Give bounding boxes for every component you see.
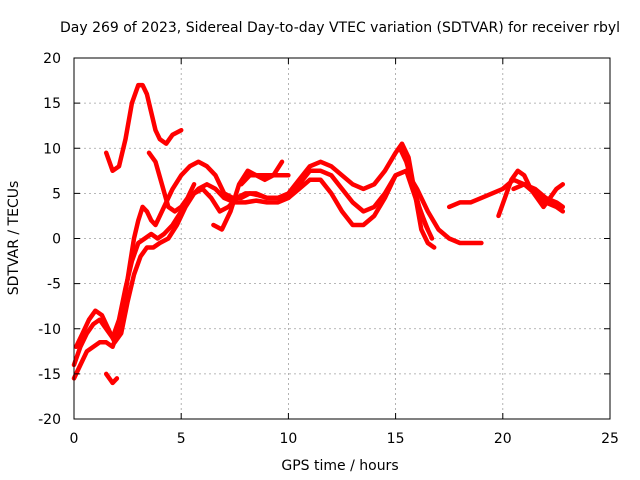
series-arc-12 — [511, 182, 566, 210]
chart-title: Day 269 of 2023, Sidereal Day-to-day VTE… — [60, 20, 620, 36]
series-arc-8 — [238, 173, 291, 187]
series-arc-5 — [103, 371, 120, 386]
grid-lines — [74, 58, 610, 419]
x-tick-label: 10 — [279, 431, 297, 447]
series-arc-9 — [397, 146, 435, 241]
y-tick-label: -15 — [38, 367, 61, 383]
y-tick-label: 5 — [52, 186, 61, 202]
y-tick-label: 20 — [43, 51, 61, 67]
x-tick-label: 5 — [177, 431, 186, 447]
y-tick-label: 10 — [43, 141, 61, 157]
x-tick-label: 0 — [70, 431, 79, 447]
series-arc-6 — [146, 150, 197, 214]
y-tick-label: 15 — [43, 96, 61, 112]
series-arc-4 — [103, 82, 184, 174]
y-tick-label: 0 — [52, 232, 61, 248]
series-arc-3 — [73, 168, 431, 350]
y-tick-label: -10 — [38, 322, 61, 338]
x-tick-label: 15 — [387, 431, 405, 447]
y-axis-label: SDTVAR / TECUs — [6, 181, 22, 296]
x-axis-label: GPS time / hours — [281, 458, 398, 474]
y-tick-label: -5 — [47, 277, 61, 293]
x-tick-label: 25 — [601, 431, 619, 447]
ticks-layer: 0 5 10 15 20 25 -20 -15 -10 -5 0 5 10 15 20 — [38, 51, 619, 447]
y-tick-label: -20 — [38, 412, 61, 428]
series-arc-1 — [71, 141, 437, 381]
x-tick-label: 20 — [494, 431, 512, 447]
series-layer — [71, 82, 566, 386]
